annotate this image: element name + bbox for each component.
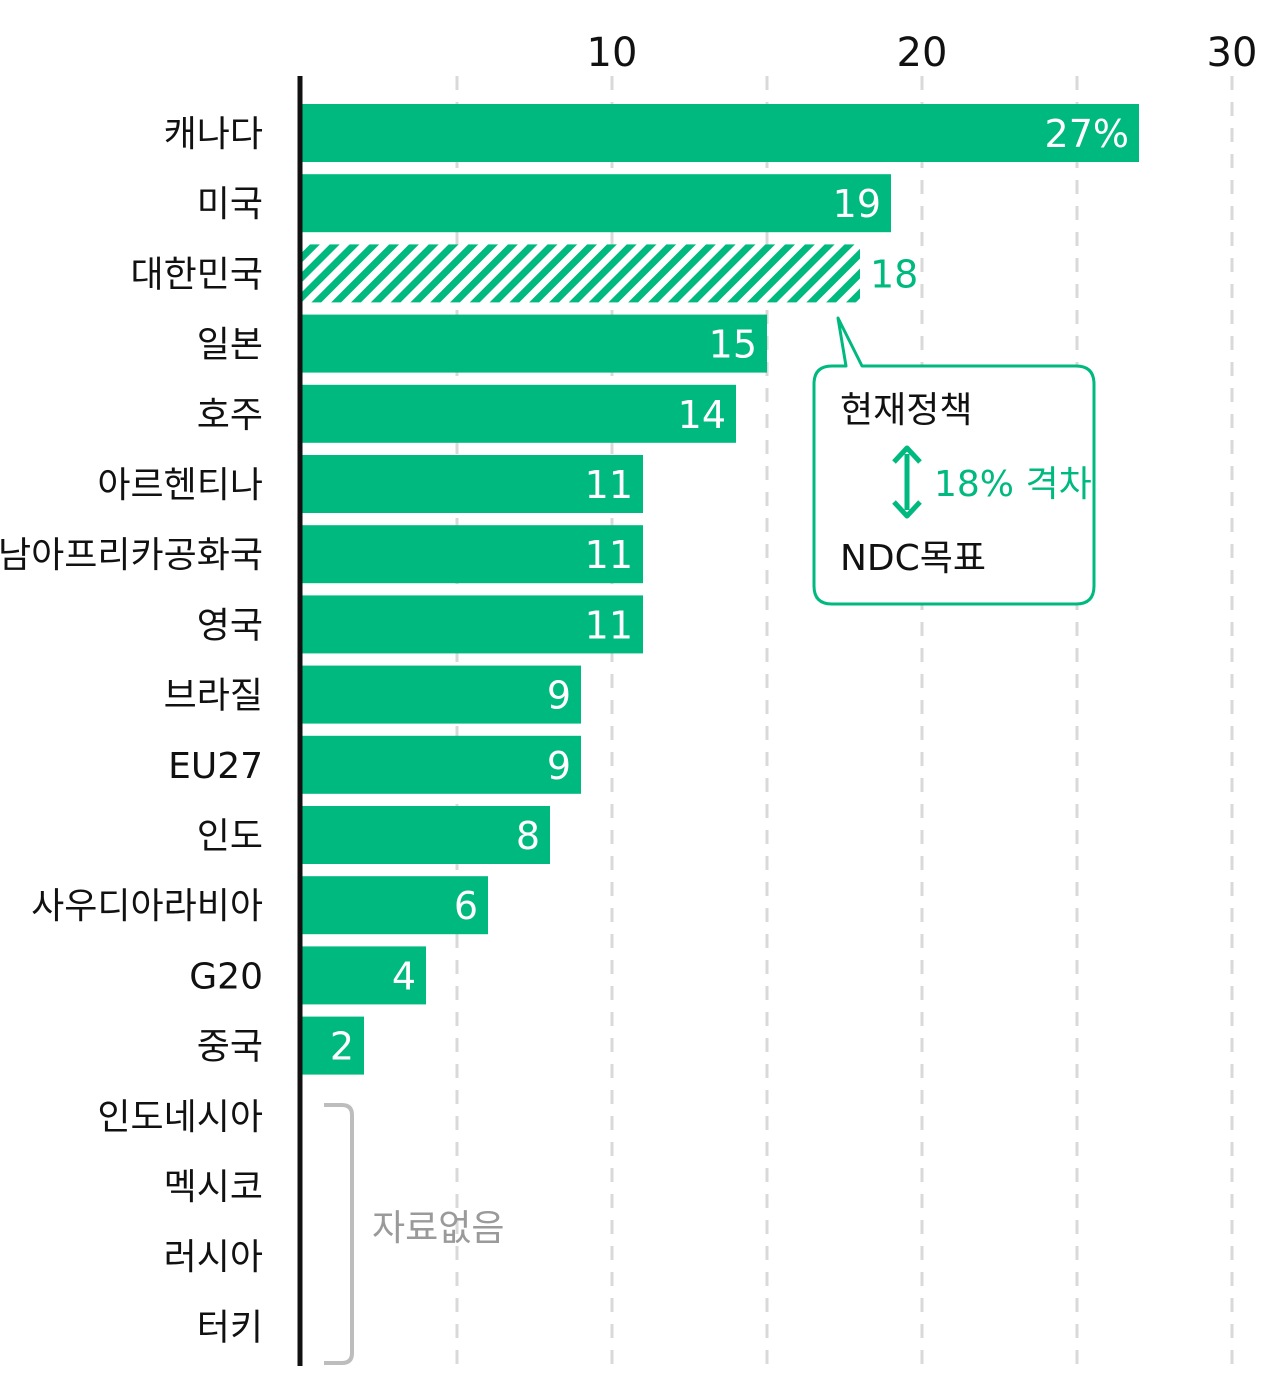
category-label: 터키: [197, 1307, 263, 1348]
value-label: 6: [454, 884, 478, 928]
value-label: 27%: [1045, 112, 1129, 156]
category-label: 인도: [197, 816, 263, 857]
category-label: 아르헨티나: [97, 465, 263, 506]
value-label: 8: [516, 814, 540, 858]
value-label: 15: [709, 323, 757, 367]
no-data-label: 자료없음: [372, 1208, 504, 1249]
x-tick-label: 10: [587, 30, 638, 76]
ndc-target-label: NDC목표: [840, 538, 986, 579]
no-data-bracket: 자료없음: [324, 1103, 504, 1365]
category-label: 중국: [197, 1027, 263, 1068]
bar: [302, 735, 581, 794]
value-label: 11: [585, 603, 633, 647]
bar: [302, 595, 643, 654]
x-tick-label: 20: [897, 30, 948, 76]
x-tick-label: 30: [1207, 30, 1258, 76]
value-label: 11: [585, 463, 633, 507]
value-label: 2: [330, 1025, 354, 1069]
bar: [302, 174, 891, 233]
category-label: 사우디아라비아: [31, 886, 263, 927]
double-arrow-icon: [892, 445, 922, 519]
gap-label: 18% 격차: [934, 464, 1092, 505]
bar: [302, 525, 643, 584]
bar: [302, 104, 1139, 162]
current-policy-label: 현재정책: [840, 390, 972, 431]
category-label: 남아프리카공화국: [0, 535, 263, 576]
category-label: 캐나다: [164, 114, 263, 155]
category-label: 브라질: [164, 676, 263, 717]
value-label: 9: [547, 674, 571, 718]
bar: [302, 314, 767, 373]
bar: [302, 806, 550, 864]
x-axis-ticks: 10 20 30: [587, 30, 1258, 76]
policy-gap-callout: 현재정책 18% 격차 NDC목표: [812, 316, 1096, 606]
category-label: 일본: [197, 325, 263, 366]
bar: [302, 1016, 364, 1075]
bar: [302, 876, 488, 935]
category-label: 러시아: [164, 1237, 263, 1278]
bracket-shape: [324, 1103, 354, 1365]
callout-box: [812, 316, 1096, 606]
bar: [302, 665, 581, 724]
category-label: 멕시코: [164, 1167, 263, 1208]
bar: [302, 946, 426, 1005]
category-label: EU27: [168, 746, 263, 787]
value-label: 9: [547, 744, 571, 788]
bars: [302, 104, 1139, 1075]
value-label: 18: [870, 252, 918, 296]
value-label: 11: [585, 533, 633, 577]
category-label: 영국: [197, 605, 263, 646]
value-label: 4: [392, 954, 416, 998]
bar: [302, 455, 643, 513]
category-label: 호주: [197, 395, 263, 436]
category-label: 인도네시아: [97, 1097, 263, 1138]
category-label: 대한민국: [131, 254, 263, 295]
category-label: 미국: [197, 184, 263, 225]
value-label: 14: [678, 393, 726, 437]
value-label: 19: [833, 182, 881, 226]
bar-highlight: [302, 244, 860, 303]
category-label: G20: [189, 956, 263, 997]
bar: [302, 384, 736, 443]
